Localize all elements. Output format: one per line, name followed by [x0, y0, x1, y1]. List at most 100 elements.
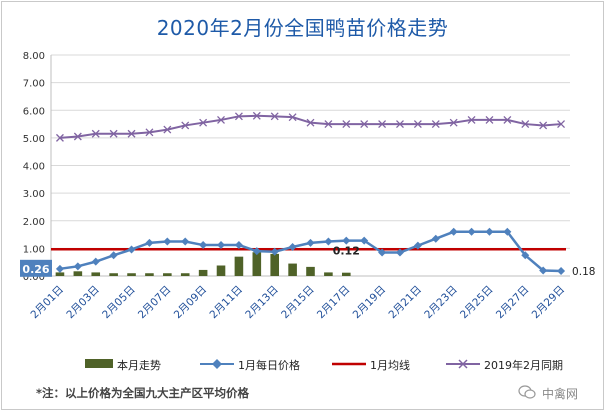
point-2019 [539, 121, 548, 130]
point-daily [145, 238, 154, 247]
y-tick-label: 5.00 [23, 134, 45, 145]
point-2019 [360, 120, 369, 129]
x-tick-label: 2月17日 [315, 284, 353, 322]
point-2019 [55, 133, 64, 142]
y-tick-label: 7.00 [23, 79, 45, 90]
point-daily [557, 267, 566, 276]
point-daily [324, 237, 333, 246]
x-tick-label: 2月27日 [494, 284, 532, 322]
legend-avg-label: 1月均线 [370, 359, 410, 372]
chart-title: 2020年2月份全国鸭苗价格走势 [156, 16, 449, 40]
bar [91, 272, 101, 276]
legend-bar-swatch [85, 359, 113, 368]
y-tick-label: 2.00 [23, 217, 45, 228]
point-2019 [234, 112, 243, 121]
y-tick-label: 0.00 [23, 272, 45, 283]
point-daily [234, 241, 243, 250]
point-2019 [145, 128, 154, 137]
series-line-daily [59, 230, 562, 273]
point-2019 [378, 120, 387, 129]
watermark-text: 中禽网 [542, 387, 579, 401]
point-2019 [342, 120, 351, 129]
x-tick-label: 2月11日 [208, 284, 246, 322]
point-daily [485, 227, 494, 236]
x-tick-label: 2月23日 [422, 284, 460, 322]
x-tick-label: 2月03日 [64, 284, 102, 322]
x-tick-label: 2月25日 [458, 284, 496, 322]
point-daily [252, 247, 261, 256]
x-tick-label: 2月13日 [243, 284, 281, 322]
point-daily [503, 227, 512, 236]
legend-prev-label: 2019年2月同期 [484, 359, 563, 372]
legend-bar-label: 本月走势 [117, 359, 161, 372]
legend-avg-swatch [332, 362, 366, 366]
data-label-bar-end: 0.12 [333, 245, 360, 258]
data-label-start-box [20, 259, 52, 277]
x-tick-label: 2月05日 [100, 284, 138, 322]
y-tick-label: 6.00 [23, 106, 45, 117]
bar [252, 252, 262, 276]
point-daily [288, 242, 297, 251]
point-2019 [163, 125, 172, 134]
point-daily [127, 245, 136, 254]
bar [55, 272, 65, 276]
bar [145, 273, 154, 276]
point-2019 [252, 111, 261, 120]
point-2019 [521, 120, 530, 129]
point-2019 [485, 115, 494, 124]
x-tick-label: 2月07日 [136, 284, 174, 322]
point-2019 [467, 115, 476, 124]
bar [306, 266, 315, 276]
y-tick-label: 3.00 [23, 189, 45, 200]
bar [234, 256, 244, 276]
bar [198, 269, 208, 276]
x-tick-label: 2月29日 [530, 284, 568, 322]
point-daily [431, 234, 440, 243]
wechat-icon [518, 385, 536, 399]
data-label-end: 0.18 [572, 266, 595, 278]
point-2019 [324, 120, 333, 129]
point-2019 [91, 129, 100, 138]
point-daily [467, 227, 476, 236]
point-daily [181, 237, 190, 246]
point-2019 [557, 120, 566, 129]
point-daily [413, 241, 422, 250]
point-daily [270, 247, 279, 256]
legend-daily-swatch [200, 359, 234, 369]
point-2019 [449, 118, 458, 127]
y-tick-label: 1.00 [23, 244, 45, 255]
bar [216, 265, 226, 276]
point-daily [199, 241, 208, 250]
point-daily [539, 266, 548, 275]
point-2019 [288, 113, 297, 122]
point-2019 [396, 120, 404, 129]
bar [288, 263, 297, 276]
x-tick-label: 2月01日 [29, 284, 67, 322]
bar [163, 273, 172, 276]
y-tick-label: 8.00 [23, 51, 45, 62]
point-daily [521, 251, 530, 260]
bar [341, 272, 351, 276]
y-tick-label: 4.00 [23, 162, 45, 173]
point-2019 [127, 129, 136, 138]
point-2019 [199, 118, 208, 127]
point-daily [109, 251, 118, 260]
point-2019 [306, 118, 315, 127]
legend-prev-swatch [446, 359, 480, 369]
point-daily [217, 241, 226, 250]
point-2019 [431, 120, 440, 129]
series-line-2019 [59, 114, 562, 139]
data-label-start: 0.26 [22, 263, 49, 276]
point-daily [342, 236, 351, 245]
x-tick-label: 2月15日 [279, 284, 317, 322]
x-tick-label: 2月19日 [351, 284, 389, 322]
x-tick-label: 2月21日 [386, 284, 424, 322]
point-2019 [181, 121, 190, 130]
point-daily [91, 257, 100, 266]
bar [73, 271, 83, 276]
point-daily [73, 262, 82, 271]
bar [324, 272, 333, 276]
footnote: *注：以上价格为全国九大主产区平均价格 [36, 386, 250, 400]
